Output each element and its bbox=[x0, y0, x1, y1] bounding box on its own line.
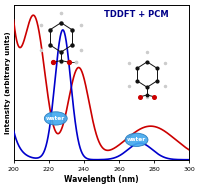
Y-axis label: Intensity (arbitrary units): Intensity (arbitrary units) bbox=[5, 31, 11, 134]
Text: water: water bbox=[46, 116, 65, 121]
Text: water: water bbox=[127, 137, 146, 142]
Ellipse shape bbox=[44, 112, 67, 125]
X-axis label: Wavelength (nm): Wavelength (nm) bbox=[64, 175, 139, 184]
Ellipse shape bbox=[125, 133, 148, 146]
Text: TDDFT + PCM: TDDFT + PCM bbox=[104, 9, 169, 19]
